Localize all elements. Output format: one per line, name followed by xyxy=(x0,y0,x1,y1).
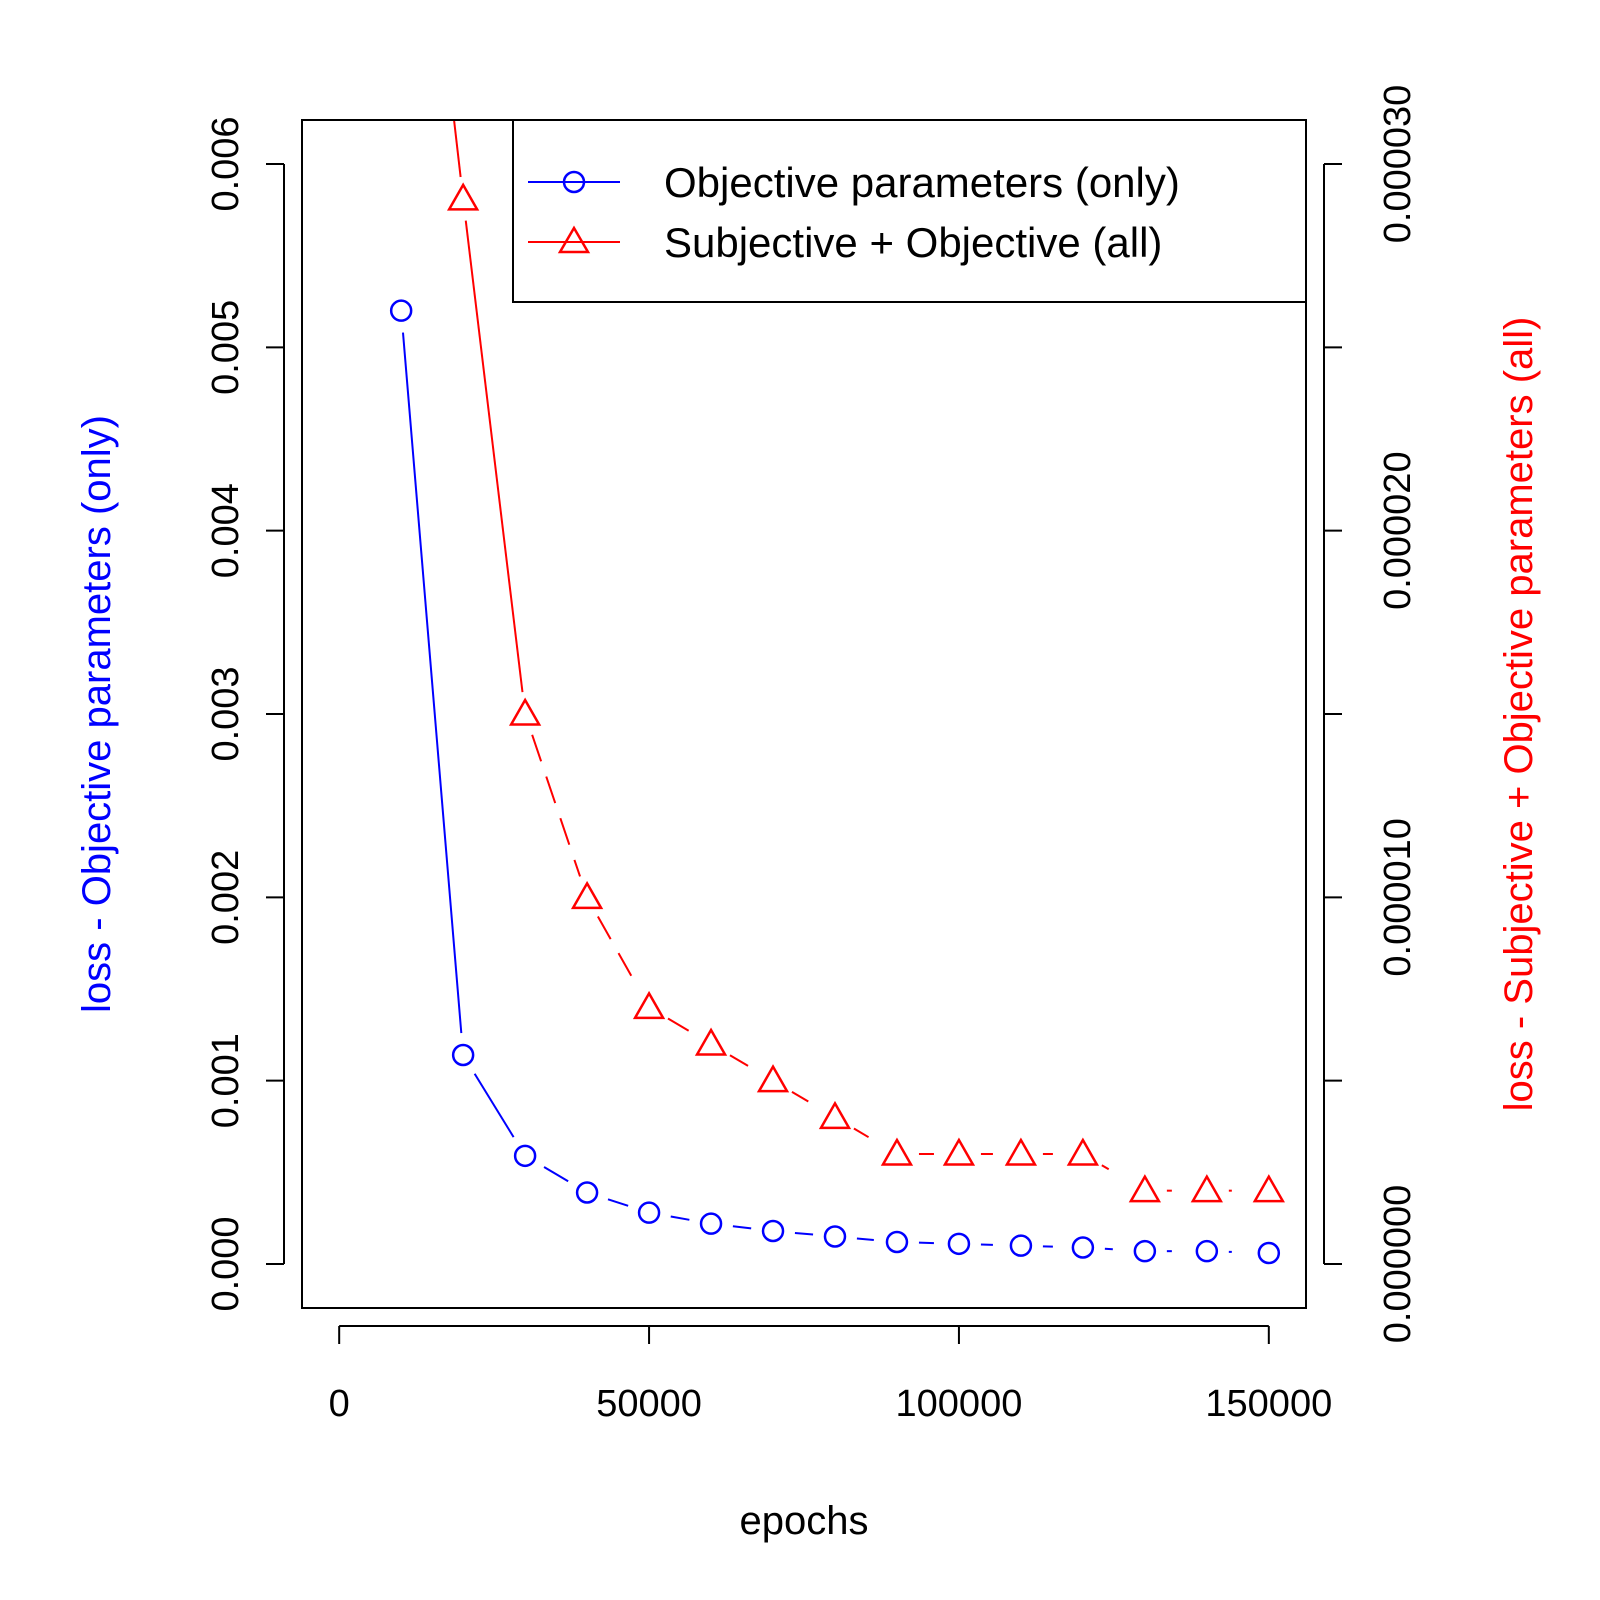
legend-label-objective: Objective parameters (only) xyxy=(664,159,1180,206)
legend-marker-circle xyxy=(562,170,586,194)
series-2-point xyxy=(1128,1174,1162,1203)
series-2-point xyxy=(1252,1174,1285,1203)
series-2-point xyxy=(1190,1174,1223,1203)
series-2-segment xyxy=(531,734,581,877)
series-1-segment xyxy=(543,1166,569,1183)
series-1-segment xyxy=(473,1073,515,1138)
series-2-segment xyxy=(791,1091,817,1107)
series-2-point xyxy=(880,1137,914,1166)
series-1-segment xyxy=(794,1231,814,1236)
series-1-point xyxy=(389,299,413,322)
x-tick-label: 0 xyxy=(329,1383,350,1425)
series-1-segment xyxy=(918,1241,937,1245)
y-left-tick-label: 0.002 xyxy=(205,850,247,945)
series-2-point xyxy=(1004,1137,1038,1166)
legend-label-all: Subjective + Objective (all) xyxy=(664,219,1162,266)
y-right-tick-label: 0.000000 xyxy=(1377,1185,1419,1344)
series-1-point xyxy=(637,1201,661,1224)
y-right-tick-label: 0.000020 xyxy=(1377,451,1419,610)
series-1-point xyxy=(761,1219,785,1243)
series-2-point xyxy=(942,1137,976,1166)
series-2-segment xyxy=(597,916,640,989)
y-left-tick-label: 0.005 xyxy=(205,300,247,395)
y-left-tick-label: 0.006 xyxy=(205,116,247,211)
y-right-axis: 0.000000 0.000010 0.000020 0.000030 xyxy=(1323,85,1419,1344)
y-left-tick-label: 0.003 xyxy=(205,666,247,761)
series-1-segment xyxy=(1104,1247,1123,1251)
series-1-segment xyxy=(856,1237,876,1242)
series-2-segment xyxy=(1101,1164,1127,1181)
series-1-point xyxy=(699,1212,723,1235)
legend-marker-triangle xyxy=(557,225,591,254)
series-1-point xyxy=(1009,1234,1033,1257)
y-right-tick-label: 0.000010 xyxy=(1377,818,1419,977)
y-right-tick-label: 0.000030 xyxy=(1377,85,1419,244)
series-1-segment xyxy=(401,332,463,1034)
x-tick-label: 100000 xyxy=(896,1383,1023,1425)
series-1-point xyxy=(1133,1239,1157,1263)
series-2-segment xyxy=(853,1127,879,1144)
series-2-segment xyxy=(729,1054,755,1071)
y-left-axis: 0.000 0.001 0.002 0.003 0.004 0.005 0.006 xyxy=(205,116,285,1312)
series-1-segment xyxy=(980,1243,999,1247)
x-axis-title: epochs xyxy=(740,1499,869,1543)
series-1-point xyxy=(451,1043,475,1067)
series-1-segment xyxy=(732,1225,752,1230)
series-2-segment xyxy=(667,1017,693,1034)
series-1-point xyxy=(1071,1236,1095,1259)
series-2-point xyxy=(694,1027,728,1056)
y-left-tick-label: 0.004 xyxy=(205,483,247,578)
series-1-point xyxy=(823,1225,847,1248)
y-left-tick-label: 0.001 xyxy=(205,1033,247,1128)
series-2-point xyxy=(632,990,666,1020)
series-2-segment xyxy=(453,120,462,178)
series-1-segment xyxy=(1042,1245,1061,1248)
series-1-point xyxy=(513,1144,537,1168)
x-tick-label: 50000 xyxy=(596,1383,702,1425)
x-tick-label: 150000 xyxy=(1205,1383,1332,1425)
series-2-point xyxy=(446,182,480,211)
legend-box xyxy=(512,119,1307,303)
series-1-segment xyxy=(1228,1250,1247,1254)
series-2-point xyxy=(508,697,542,726)
series-2-segment xyxy=(464,220,524,693)
series-layer xyxy=(389,120,1285,1265)
legend: Objective parameters (only) Subjective +… xyxy=(512,119,1307,303)
series-1-point xyxy=(885,1230,909,1254)
series-1-point xyxy=(1195,1239,1219,1263)
y-left-tick-label: 0.000 xyxy=(205,1216,247,1311)
series-1-point xyxy=(947,1232,971,1256)
series-2-point xyxy=(570,880,604,910)
y-right-axis-title: loss - Subjective + Objective parameters… xyxy=(1497,317,1541,1112)
series-2-point xyxy=(818,1100,852,1130)
series-1-segment xyxy=(670,1215,690,1221)
y-left-axis-title: loss - Objective parameters (only) xyxy=(75,415,119,1013)
x-axis: 0 50000 100000 150000 xyxy=(329,1325,1332,1425)
series-2-point xyxy=(1066,1137,1100,1166)
series-1-point xyxy=(575,1181,599,1204)
series-1-point xyxy=(1257,1241,1281,1265)
series-2-point xyxy=(756,1064,790,1093)
series-1-segment xyxy=(607,1198,629,1207)
